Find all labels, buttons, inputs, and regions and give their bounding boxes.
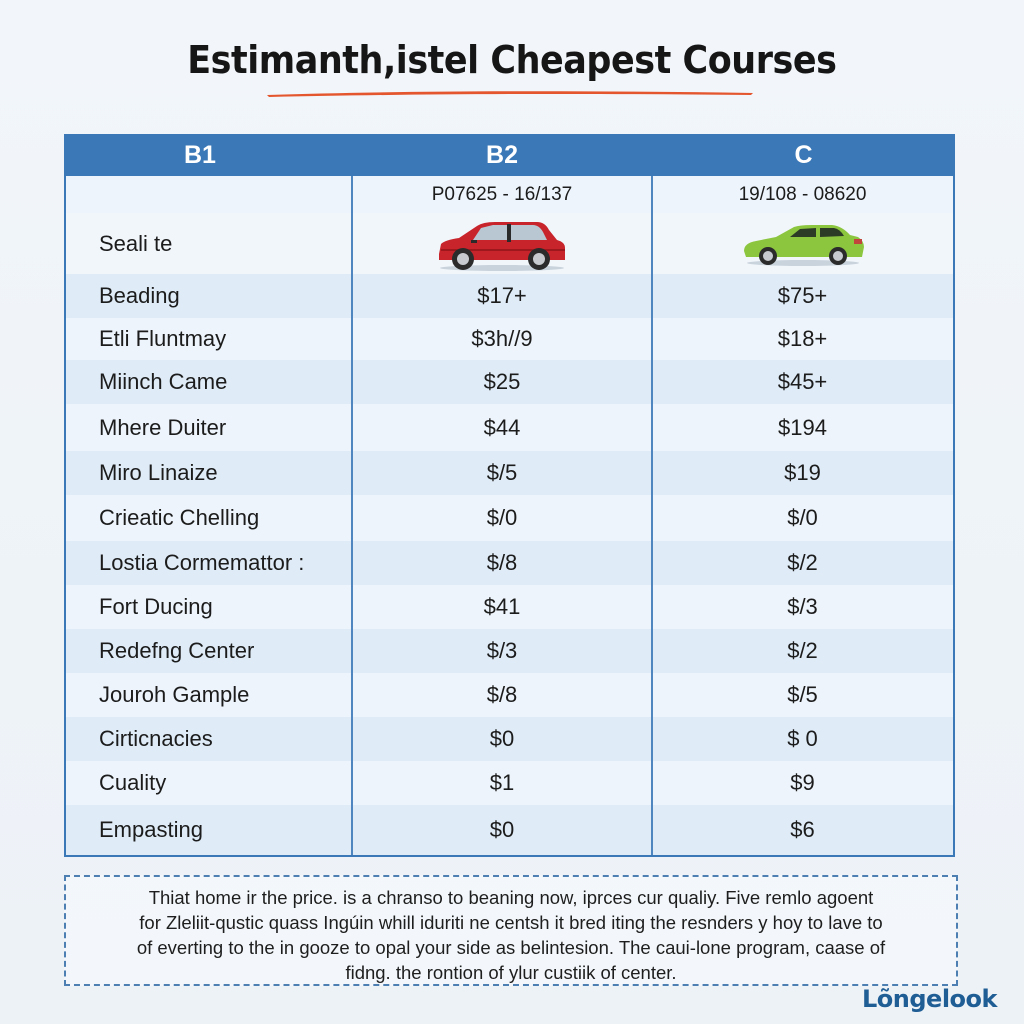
table-row-vehicles: Seali te: [66, 213, 953, 274]
c-price: $/2: [787, 638, 818, 663]
b2-price: $0: [489, 726, 515, 751]
row-label: Redefng Center: [99, 638, 255, 663]
table-row: Miinch Came $25 $45+: [66, 360, 953, 404]
row-label: Fort Ducing: [99, 594, 213, 619]
table-row: Redefng Center $/3 $/2: [66, 629, 953, 673]
b2-price: $25: [483, 369, 521, 394]
row-label: Etli Fluntmay: [99, 326, 227, 351]
table-row: Cuality $1 $9: [66, 761, 953, 805]
row-label: Mhere Duiter: [99, 414, 227, 440]
c-price: $18+: [777, 326, 828, 351]
page-title: Estimanth,istel Cheapest Courses: [187, 38, 837, 82]
b2-price: $/0: [486, 505, 518, 530]
note-line: Thiat home ir the price. is a chranso to…: [148, 887, 874, 908]
c-date-range: 19/108 - 08620: [738, 183, 867, 205]
table-row: Lostia Cormemattor : $/8 $/2: [66, 541, 953, 585]
row-label: Cirticnacies: [99, 726, 213, 751]
table-row-dates: P07625 - 16/137 19/108 - 08620: [66, 176, 953, 213]
table-row: Crieatic Chelling $/0 $/0: [66, 495, 953, 541]
column-divider: [351, 176, 353, 855]
brand-logo: Lõngelook: [862, 985, 998, 1013]
row-label: Jouroh Gample: [99, 682, 250, 707]
c-price: $/0: [787, 505, 818, 530]
row-label: Crieatic Chelling: [99, 505, 260, 530]
note-line: fidng. the rontion of ylur custiik of ce…: [345, 962, 677, 983]
row-label: Miinch Came: [99, 369, 228, 394]
note-line: of everting to the in gooze to opal your…: [136, 937, 886, 958]
b2-price: $/8: [486, 550, 518, 575]
c-price: $/2: [787, 550, 818, 575]
disclaimer-note: Thiat home ir the price. is a chranso to…: [64, 875, 958, 986]
column-header-b1: B1: [184, 140, 216, 169]
b2-price: $3h//9: [471, 326, 533, 351]
green-sedan-car-icon: [652, 221, 953, 267]
c-price: $6: [790, 817, 815, 842]
table-row: Etli Fluntmay $3h//9 $18+: [66, 318, 953, 360]
table-row: Jouroh Gample $/8 $/5: [66, 673, 953, 717]
row-label: Empasting: [99, 817, 203, 842]
b2-price: $1: [489, 770, 515, 795]
b2-price: $/5: [486, 460, 518, 485]
table-row: Beading $17+ $75+: [66, 274, 953, 318]
title-area: Estimanth,istel Cheapest Courses: [0, 30, 1024, 110]
column-header-b2: B2: [486, 140, 518, 169]
table-row: Empasting $0 $6: [66, 805, 953, 855]
b2-price: $41: [483, 594, 521, 619]
table-header: B1 B2 C: [64, 134, 955, 176]
red-hatchback-car-icon: [352, 216, 652, 272]
table-row: Mhere Duiter $44 $194: [66, 404, 953, 451]
b2-price: $17+: [477, 283, 527, 308]
row-label: Seali te: [99, 230, 173, 256]
b2-price: $44: [483, 414, 521, 440]
c-price: $9: [790, 770, 815, 795]
table-row: Miro Linaize $/5 $19: [66, 451, 953, 495]
row-label: Lostia Cormemattor :: [99, 550, 305, 575]
table-row: Cirticnacies $0 $ 0: [66, 717, 953, 761]
b2-price: $0: [489, 817, 515, 842]
c-price: $194: [778, 414, 827, 440]
row-label: Beading: [99, 283, 180, 308]
price-comparison-table: B1 B2 C P07625 - 16/137 19/108 - 08620 S…: [64, 134, 955, 857]
column-header-c: C: [794, 140, 813, 169]
b2-price: $/3: [486, 638, 518, 663]
c-price: $/3: [787, 594, 818, 619]
c-price: $45+: [777, 369, 828, 394]
c-price: $/5: [787, 682, 818, 707]
title-underline-decoration: [267, 91, 753, 97]
table-row: Fort Ducing $41 $/3: [66, 585, 953, 629]
row-label: Cuality: [99, 770, 167, 795]
column-divider: [651, 176, 653, 855]
c-price: $19: [784, 460, 821, 485]
b2-price: $/8: [486, 682, 518, 707]
c-price: $ 0: [787, 726, 818, 751]
note-line: for Zleliit-qustic quass Ingúin whill id…: [139, 912, 883, 933]
b2-date-range: P07625 - 16/137: [431, 183, 573, 205]
c-price: $75+: [777, 283, 828, 308]
row-label: Miro Linaize: [99, 460, 218, 485]
